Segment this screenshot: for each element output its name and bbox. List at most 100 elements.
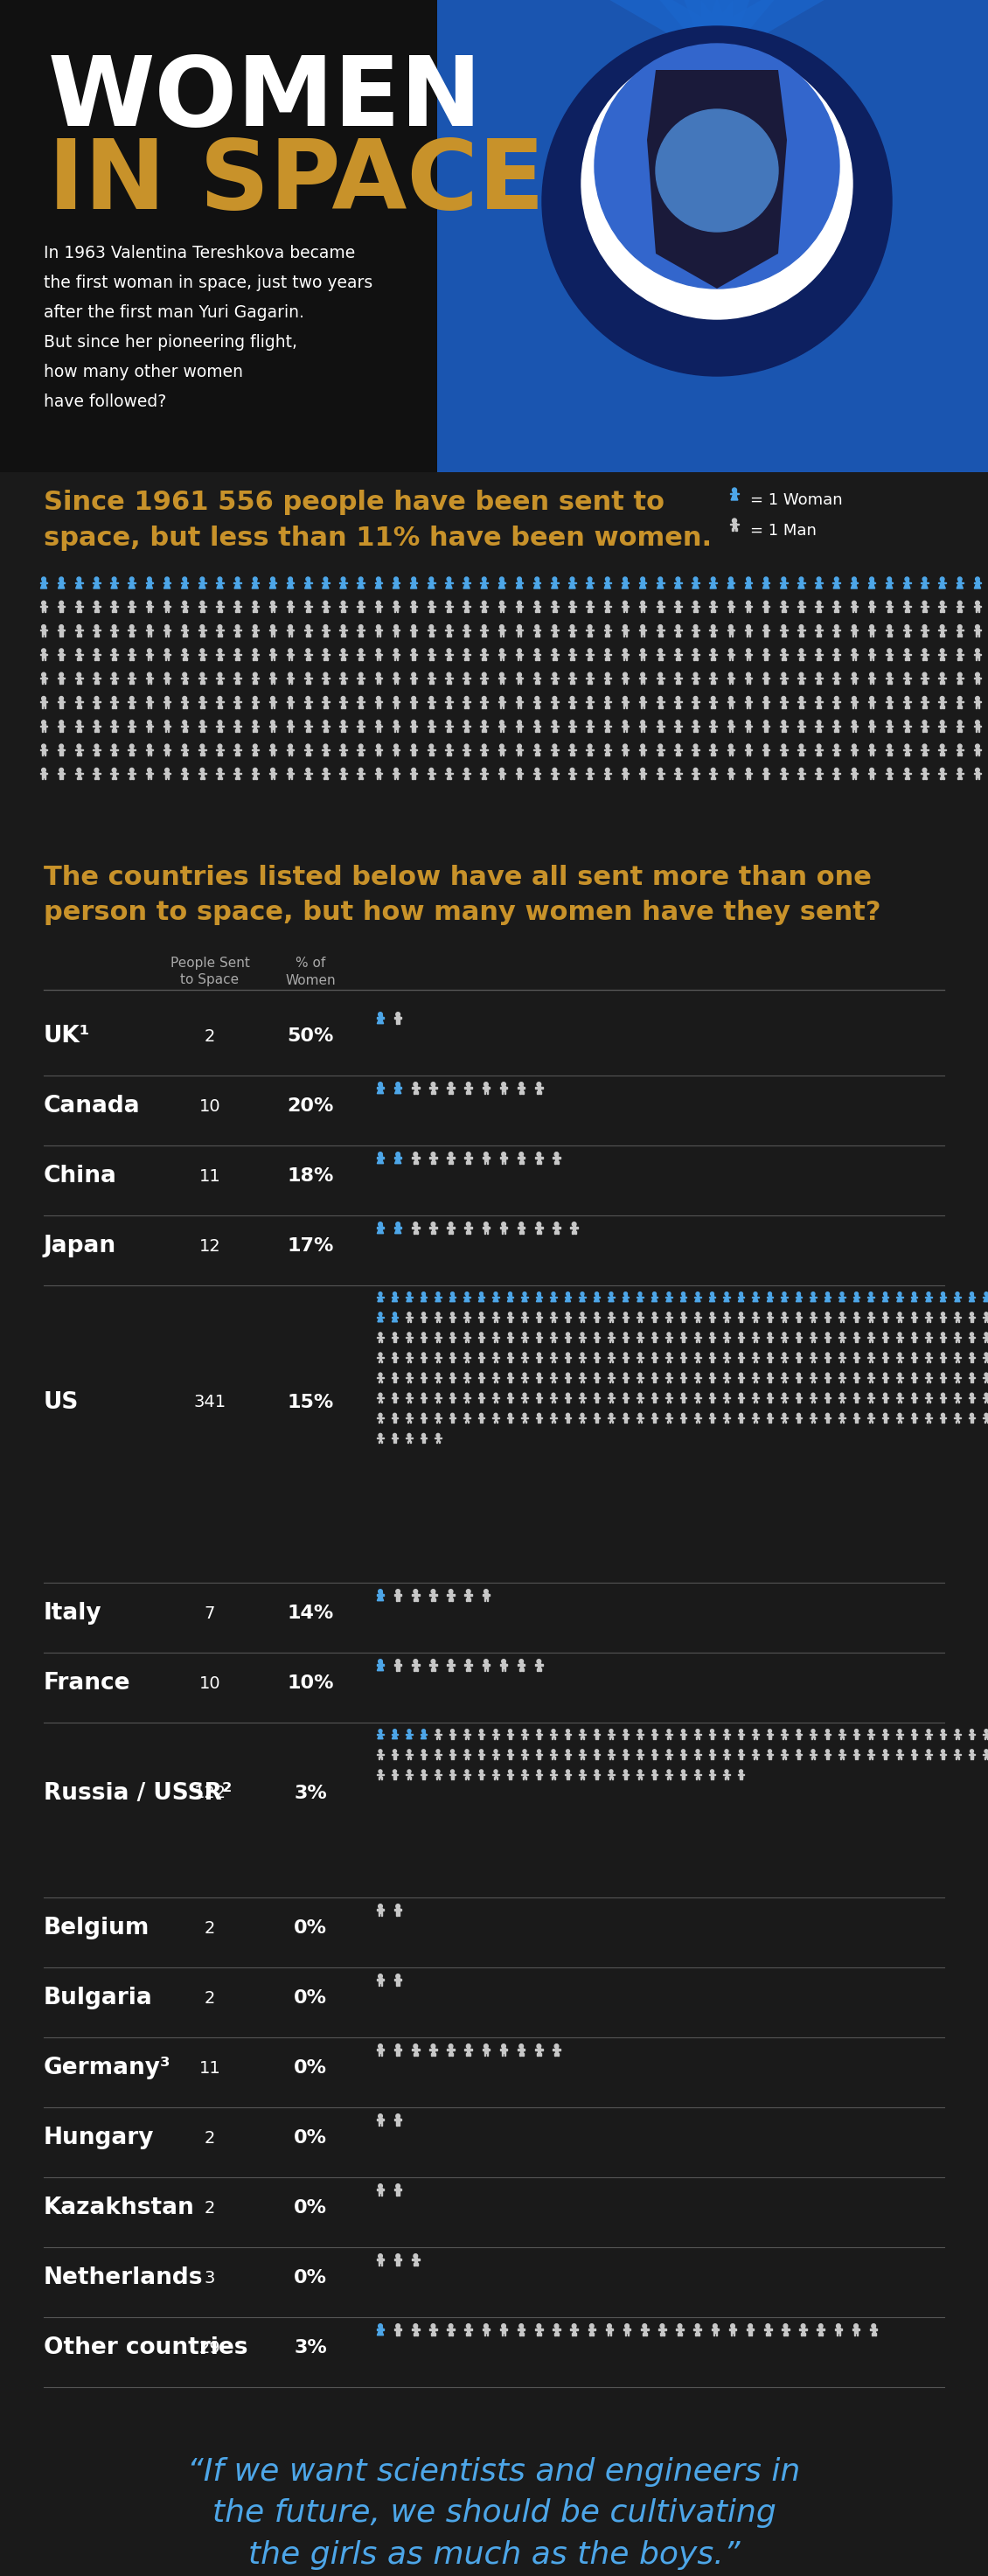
Circle shape: [782, 1373, 786, 1376]
Circle shape: [422, 1311, 426, 1316]
Circle shape: [113, 696, 117, 701]
Bar: [765, 773, 768, 778]
Bar: [659, 747, 662, 752]
Circle shape: [595, 1394, 599, 1396]
Bar: [835, 724, 838, 729]
Circle shape: [518, 696, 522, 701]
Bar: [747, 701, 750, 706]
Circle shape: [437, 1293, 440, 1296]
Bar: [437, 1296, 440, 1298]
Bar: [682, 1376, 685, 1381]
Bar: [378, 1154, 381, 1159]
Bar: [432, 2048, 435, 2053]
Text: 15%: 15%: [288, 1394, 334, 1412]
Bar: [812, 1337, 814, 1340]
Bar: [393, 1376, 396, 1381]
Bar: [623, 773, 626, 778]
Circle shape: [201, 600, 205, 605]
Circle shape: [479, 1414, 483, 1417]
Circle shape: [479, 1770, 483, 1772]
Circle shape: [494, 1414, 498, 1417]
Bar: [465, 629, 468, 634]
Circle shape: [393, 1432, 396, 1437]
Bar: [956, 1376, 958, 1381]
Circle shape: [725, 1332, 728, 1337]
Circle shape: [551, 1332, 555, 1337]
Polygon shape: [652, 1298, 657, 1301]
Circle shape: [551, 1394, 555, 1396]
Bar: [288, 629, 291, 634]
Circle shape: [271, 672, 275, 677]
Circle shape: [855, 1394, 859, 1396]
Circle shape: [606, 577, 610, 582]
Bar: [520, 1226, 523, 1231]
Text: 0%: 0%: [293, 2130, 327, 2146]
Text: Since 1961 556 people have been sent to
space, but less than 11% have been women: Since 1961 556 people have been sent to …: [43, 489, 711, 551]
Circle shape: [595, 1728, 599, 1734]
Circle shape: [606, 672, 610, 677]
Bar: [535, 580, 538, 585]
Bar: [942, 1337, 945, 1340]
Circle shape: [396, 2324, 400, 2329]
Bar: [888, 677, 891, 683]
Circle shape: [923, 600, 927, 605]
Circle shape: [217, 672, 222, 677]
Bar: [841, 1396, 843, 1401]
Bar: [826, 1417, 829, 1422]
Bar: [552, 1734, 554, 1736]
Circle shape: [711, 577, 715, 582]
Circle shape: [77, 721, 81, 724]
Circle shape: [466, 2324, 470, 2329]
Circle shape: [523, 1311, 527, 1316]
Circle shape: [817, 696, 821, 701]
Bar: [342, 652, 345, 657]
Circle shape: [323, 577, 328, 582]
Bar: [624, 1772, 626, 1777]
Circle shape: [376, 721, 380, 724]
Circle shape: [523, 1728, 527, 1734]
Polygon shape: [446, 585, 453, 587]
Circle shape: [183, 626, 187, 629]
Circle shape: [638, 1414, 642, 1417]
Circle shape: [942, 1373, 945, 1376]
Circle shape: [713, 2324, 717, 2329]
Bar: [898, 1296, 901, 1298]
Bar: [970, 1316, 973, 1319]
Bar: [77, 629, 80, 634]
Circle shape: [323, 696, 328, 701]
Bar: [254, 629, 257, 634]
Bar: [641, 677, 644, 683]
Circle shape: [77, 696, 81, 701]
Circle shape: [957, 577, 962, 582]
Circle shape: [414, 1659, 418, 1664]
Bar: [624, 1337, 626, 1340]
Bar: [183, 724, 186, 729]
Circle shape: [883, 1414, 887, 1417]
Circle shape: [898, 1332, 901, 1337]
Polygon shape: [825, 1298, 830, 1301]
Bar: [826, 1754, 829, 1757]
Bar: [958, 724, 961, 729]
Polygon shape: [745, 585, 752, 587]
Bar: [898, 1355, 901, 1360]
Circle shape: [394, 649, 398, 652]
Circle shape: [852, 721, 857, 724]
Circle shape: [840, 1373, 844, 1376]
Circle shape: [520, 1221, 524, 1226]
Polygon shape: [377, 1020, 383, 1023]
Circle shape: [653, 1414, 656, 1417]
Circle shape: [449, 1151, 453, 1157]
Circle shape: [253, 696, 257, 701]
Bar: [725, 1376, 728, 1381]
Bar: [324, 773, 327, 778]
Bar: [581, 1754, 584, 1757]
Circle shape: [500, 696, 504, 701]
Polygon shape: [839, 1298, 845, 1301]
Bar: [740, 1734, 742, 1736]
Bar: [324, 747, 327, 752]
Bar: [869, 1417, 872, 1422]
Circle shape: [610, 1414, 613, 1417]
Bar: [682, 1754, 685, 1757]
Circle shape: [393, 1311, 396, 1316]
Circle shape: [658, 600, 662, 605]
